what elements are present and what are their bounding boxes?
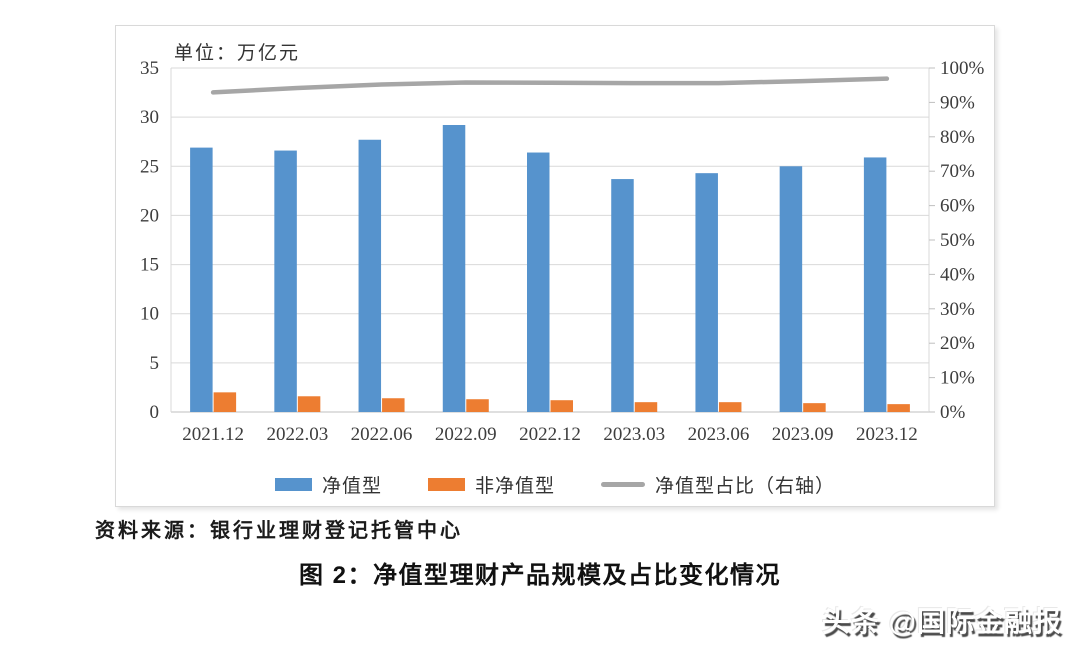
bar-非净值型-2022.12 (550, 400, 573, 412)
figure-caption: 图 2：净值型理财产品规模及占比变化情况 (298, 562, 781, 589)
axis-unit-label: 单位：万亿元 (174, 43, 301, 64)
bar-非净值型-2022.09 (466, 399, 489, 412)
x-axis-category-label: 2023.12 (856, 424, 918, 445)
bar-非净值型-2022.03 (297, 396, 321, 412)
bar-净值型-2022.03 (274, 150, 297, 412)
chart-legend: 净值型 非净值型 净值型占比（右轴） (116, 467, 994, 501)
non-net-value-swatch-icon (427, 477, 465, 491)
right-axis-tick-label: 40% (940, 264, 975, 285)
left-axis-tick-label: 5 (150, 353, 160, 374)
data-source-note: 资料来源：银行业理财登记托管中心 (95, 520, 463, 542)
right-axis-tick-label: 70% (940, 161, 975, 182)
left-axis-tick-label: 35 (140, 58, 159, 79)
bar-净值型-2022.12 (527, 152, 550, 413)
x-axis-category-label: 2022.09 (435, 424, 497, 445)
bar-非净值型-2021.12 (213, 392, 237, 412)
bar-净值型-2023.06 (695, 173, 718, 412)
legend-label: 非净值型 (474, 475, 555, 497)
right-axis-tick-label: 80% (940, 127, 975, 148)
ratio-line-series (210, 76, 890, 95)
x-axis-category-label: 2022.03 (266, 424, 328, 445)
bar-净值型-2023.12 (863, 157, 887, 412)
bar-净值型-2022.06 (358, 139, 382, 412)
x-axis-category-label: 2023.03 (603, 424, 665, 445)
bar-净值型-2023.09 (779, 166, 803, 412)
right-axis-tick-label: 100% (940, 58, 985, 79)
x-axis-category-label: 2023.06 (688, 424, 750, 445)
combo-chart-canvas: 0 5 10 15 20 25 30 35 0% 10% 20% 30% 40% 50% 60% 70% 80%… (140, 58, 985, 445)
bar-非净值型-2023.09 (803, 403, 826, 412)
bar-非净值型-2023.03 (634, 402, 658, 412)
right-axis-tick-label: 30% (940, 299, 975, 320)
x-axis-category-label: 2023.09 (772, 424, 834, 445)
x-axis-category-label: 2022.06 (351, 424, 413, 445)
bar-非净值型-2023.12 (887, 404, 910, 412)
left-axis-tick-label: 10 (140, 304, 159, 325)
right-axis-tick-label: 10% (940, 368, 975, 389)
publisher-watermark: 头条 @国际金融报 (821, 606, 1062, 637)
net-value-swatch-icon (274, 477, 312, 491)
right-axis-tick-label: 0% (940, 402, 966, 423)
left-axis-tick-label: 15 (140, 255, 159, 276)
chart-panel: 单位：万亿元 0 5 10 15 20 25 30 35 0% 10% 20% 30% 40% 50% 60… (115, 25, 995, 507)
legend-label: 净值型占比（右轴） (655, 475, 836, 497)
legend-item-net-value: 净值型 (274, 471, 382, 498)
bar-净值型-2021.12 (190, 147, 213, 412)
x-axis-category-label: 2021.12 (182, 424, 244, 445)
bar-非净值型-2023.06 (718, 402, 742, 412)
legend-item-non-net-value: 非净值型 (427, 471, 555, 498)
right-axis-tick-label: 20% (940, 333, 975, 354)
left-axis-tick-label: 25 (140, 156, 159, 177)
right-axis-tick-label: 60% (940, 196, 975, 217)
right-axis-tick-label: 50% (940, 230, 975, 251)
bar-净值型-2022.09 (442, 125, 466, 413)
bar-净值型-2023.03 (611, 179, 634, 412)
left-axis-tick-label: 0 (150, 402, 160, 423)
left-axis-tick-label: 30 (140, 107, 159, 128)
x-axis-category-label: 2022.12 (519, 424, 581, 445)
left-axis-tick-label: 20 (140, 205, 159, 226)
legend-item-net-value-ratio: 净值型占比（右轴） (601, 471, 835, 498)
legend-label: 净值型 (321, 475, 382, 497)
bar-非净值型-2022.06 (382, 398, 405, 412)
ratio-line-swatch-icon (601, 481, 645, 487)
right-axis-tick-label: 90% (940, 92, 975, 113)
